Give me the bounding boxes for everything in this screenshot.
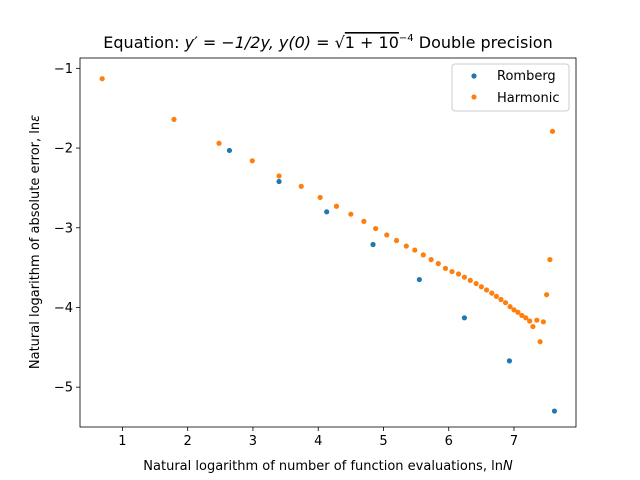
harmonic-point — [403, 243, 409, 249]
harmonic-point — [511, 307, 517, 313]
x-tick-label: 2 — [184, 434, 192, 449]
harmonic-point — [507, 304, 513, 310]
harmonic-point — [333, 203, 340, 209]
romberg-point — [461, 315, 467, 321]
harmonic-point — [384, 232, 390, 238]
harmonic-point — [534, 317, 540, 323]
legend-label-romberg: Romberg — [497, 69, 556, 84]
harmonic-point — [549, 128, 556, 134]
harmonic-point — [455, 271, 462, 277]
romberg-point — [370, 241, 376, 248]
harmonic-point — [547, 257, 553, 263]
y-tick-label: −5 — [54, 381, 73, 396]
series-romberg — [226, 147, 558, 414]
x-tick-label: 7 — [510, 434, 518, 449]
harmonic-point — [519, 312, 525, 319]
harmonic-point — [527, 318, 533, 324]
romberg-point — [324, 209, 330, 215]
legend-marker-harmonic — [471, 94, 477, 100]
y-tick-label: −4 — [54, 301, 73, 316]
romberg-point — [506, 358, 513, 364]
x-tick-label: 1 — [118, 434, 126, 449]
x-tick-label: 4 — [314, 434, 322, 449]
harmonic-point — [435, 261, 441, 267]
x-axis-ticks: 1 2 3 4 5 6 7 — [118, 427, 518, 449]
romberg-point — [276, 178, 282, 185]
romberg-point — [226, 147, 233, 154]
data-points — [99, 76, 558, 414]
x-tick-label: 3 — [249, 434, 257, 449]
chart-title: Equation: y′ = −1/2y, y(0) = √1 + 10−4 D… — [103, 33, 552, 52]
y-tick-label: −3 — [54, 221, 73, 236]
y-axis-ticks: −1 −2 −3 −4 −5 — [54, 62, 80, 396]
y-axis-label: Natural logarithm of absolute error, lnε — [28, 115, 43, 369]
legend-box — [451, 63, 570, 112]
harmonic-point — [393, 237, 400, 244]
harmonic-point — [530, 323, 536, 330]
harmonic-point — [467, 277, 473, 283]
harmonic-point — [461, 274, 467, 280]
harmonic-point — [249, 158, 255, 164]
harmonic-point — [537, 339, 543, 345]
y-tick-label: −1 — [54, 62, 73, 77]
harmonic-point — [523, 315, 529, 321]
harmonic-point — [373, 225, 379, 232]
harmonic-point — [171, 116, 177, 122]
harmonic-point — [483, 287, 490, 293]
harmonic-point — [540, 319, 546, 325]
harmonic-point — [442, 265, 449, 271]
harmonic-point — [361, 218, 367, 224]
harmonic-point — [473, 280, 479, 287]
series-harmonic — [99, 76, 556, 345]
harmonic-point — [420, 252, 426, 258]
harmonic-point — [544, 292, 550, 298]
romberg-point — [416, 276, 422, 283]
harmonic-point — [348, 211, 354, 217]
harmonic-point — [216, 140, 222, 146]
romberg-point — [551, 408, 558, 414]
x-tick-label: 5 — [379, 434, 387, 449]
legend-label-harmonic: Harmonic — [497, 91, 559, 106]
y-tick-label: −2 — [54, 142, 73, 157]
harmonic-point — [515, 309, 521, 315]
legend-marker-romberg — [471, 73, 477, 79]
harmonic-point — [502, 300, 509, 306]
harmonic-point — [99, 76, 105, 82]
harmonic-point — [498, 296, 504, 303]
harmonic-point — [428, 257, 434, 263]
harmonic-point — [493, 293, 499, 299]
harmonic-point — [478, 284, 484, 290]
harmonic-point — [449, 268, 455, 275]
harmonic-point — [489, 290, 495, 296]
x-tick-label: 6 — [445, 434, 453, 449]
harmonic-point — [276, 173, 282, 179]
plot-area — [79, 57, 577, 428]
harmonic-point — [317, 194, 323, 201]
harmonic-point — [412, 247, 418, 253]
x-axis-label: Natural logarithm of number of function … — [143, 459, 513, 474]
legend: Romberg Harmonic — [451, 63, 570, 112]
harmonic-point — [298, 183, 304, 189]
